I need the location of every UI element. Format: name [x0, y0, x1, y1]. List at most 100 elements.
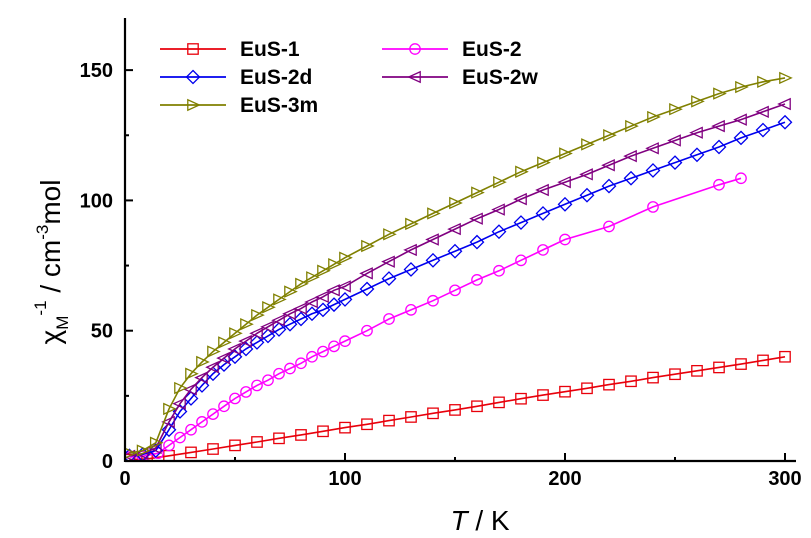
data-point	[196, 355, 210, 369]
data-point	[229, 392, 241, 405]
legend-label: EuS-2d	[240, 66, 312, 89]
data-point	[383, 313, 395, 325]
data-point	[136, 444, 151, 457]
data-point	[339, 421, 351, 434]
legend-label: EuS-2w	[462, 66, 539, 89]
legend-marker	[185, 69, 201, 85]
legend-marker	[187, 98, 201, 112]
data-point	[645, 142, 659, 155]
data-point	[427, 407, 439, 420]
data-point	[559, 147, 573, 160]
data-point	[449, 196, 463, 210]
data-point	[757, 354, 769, 367]
data-point	[471, 274, 483, 286]
x-axis-label: T / K	[450, 505, 509, 536]
legend-label: EuS-3m	[240, 94, 318, 117]
data-point	[625, 119, 639, 133]
data-point	[315, 302, 331, 318]
legend-marker	[409, 43, 421, 55]
data-point	[735, 172, 747, 185]
data-point	[251, 308, 265, 322]
data-point	[207, 408, 219, 420]
data-point	[260, 328, 276, 344]
data-point	[196, 416, 208, 428]
data-point	[713, 178, 725, 191]
x-tick-label: 100	[328, 468, 361, 490]
data-point	[304, 295, 318, 309]
x-tick-label: 300	[768, 468, 801, 490]
data-point	[207, 345, 221, 358]
data-point	[207, 443, 219, 455]
data-point	[667, 155, 683, 171]
data-point	[647, 371, 659, 384]
legend-item-eus-2w: EuS-2w	[382, 66, 539, 89]
data-point	[755, 122, 771, 138]
data-point	[337, 292, 353, 307]
y-tick-label: 150	[80, 60, 113, 82]
data-point	[645, 163, 661, 178]
data-point	[240, 386, 252, 398]
data-point	[647, 201, 659, 213]
data-point	[125, 449, 136, 461]
data-point	[559, 233, 571, 246]
data-point	[293, 311, 309, 327]
series-eus-2w	[125, 97, 791, 461]
data-point	[359, 281, 375, 297]
legend-label: EuS-1	[240, 38, 300, 61]
data-point	[579, 168, 593, 181]
data-point	[491, 203, 505, 216]
data-point	[227, 349, 243, 365]
data-point	[691, 364, 703, 377]
data-point	[425, 252, 441, 268]
data-point	[513, 192, 527, 206]
data-point	[185, 446, 197, 459]
data-point	[271, 314, 285, 327]
y-axis-label: χM-1 / cm-3mol	[31, 180, 72, 345]
data-point	[515, 392, 527, 405]
data-point	[733, 130, 749, 146]
data-point	[777, 97, 791, 111]
data-point	[284, 362, 296, 375]
data-point	[515, 165, 529, 178]
data-point	[713, 361, 725, 374]
data-point	[689, 147, 705, 163]
data-point	[361, 418, 373, 431]
data-point	[625, 375, 637, 388]
data-point	[779, 350, 791, 363]
data-point	[295, 357, 307, 370]
data-point	[381, 255, 395, 268]
data-point	[149, 436, 164, 449]
data-point	[735, 358, 747, 370]
data-point	[557, 175, 571, 189]
data-point	[403, 262, 419, 277]
data-point	[218, 336, 232, 349]
data-point	[306, 271, 320, 284]
legend-item-eus-1: EuS-1	[160, 38, 300, 61]
data-point	[713, 87, 727, 100]
data-point	[271, 321, 287, 337]
data-point	[260, 320, 274, 334]
data-point	[194, 371, 208, 384]
data-point	[273, 293, 287, 306]
data-point	[185, 367, 199, 380]
series-eus-1	[125, 350, 791, 461]
data-point	[216, 351, 230, 365]
data-point	[361, 324, 373, 337]
series-eus-3m	[125, 71, 793, 459]
data-point	[711, 139, 727, 155]
data-point	[427, 207, 441, 220]
data-point	[603, 129, 617, 142]
legend-item-eus-2: EuS-2	[382, 38, 522, 61]
data-point	[513, 215, 529, 230]
data-point	[238, 334, 252, 348]
data-point	[326, 297, 342, 313]
axes: 0 100 200 300 0 50 100 150	[80, 18, 802, 490]
data-point	[315, 290, 329, 304]
data-point	[251, 436, 263, 448]
data-point	[777, 114, 793, 130]
data-point	[449, 404, 461, 416]
data-point	[240, 317, 254, 331]
data-point	[603, 220, 615, 233]
data-point	[581, 382, 593, 395]
